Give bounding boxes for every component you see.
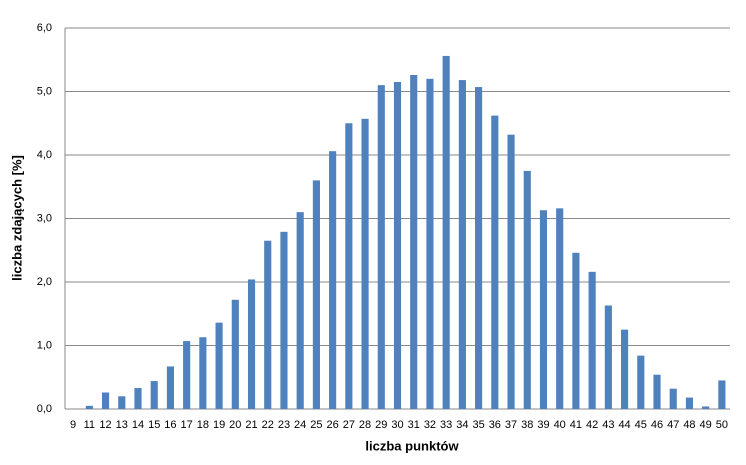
bar bbox=[329, 151, 337, 409]
x-tick-label: 37 bbox=[505, 419, 517, 431]
bar bbox=[247, 279, 256, 409]
bar bbox=[166, 366, 174, 409]
bar bbox=[604, 305, 612, 409]
bar bbox=[264, 240, 272, 409]
x-tick-label: 11 bbox=[84, 419, 95, 431]
bar bbox=[183, 341, 191, 409]
y-tick-label: 3,0 bbox=[37, 212, 52, 224]
bar bbox=[410, 74, 418, 410]
x-tick-label: 25 bbox=[310, 419, 322, 431]
bar bbox=[150, 381, 158, 409]
x-tick-label: 47 bbox=[667, 419, 679, 431]
x-tick-label: 24 bbox=[294, 419, 306, 431]
x-tick-label: 17 bbox=[181, 419, 193, 431]
x-tick-label: 43 bbox=[602, 419, 614, 431]
bar bbox=[685, 397, 694, 409]
x-tick-label: 27 bbox=[343, 419, 355, 431]
bar bbox=[523, 170, 531, 409]
x-tick-label: 41 bbox=[570, 419, 582, 431]
bar bbox=[653, 374, 661, 409]
y-tick-label: 1,0 bbox=[37, 339, 52, 351]
bar bbox=[361, 118, 369, 410]
bar bbox=[118, 396, 126, 409]
bar bbox=[426, 78, 434, 410]
x-tick-label: 16 bbox=[164, 419, 176, 431]
bar bbox=[101, 392, 110, 409]
bar bbox=[312, 180, 320, 409]
x-tick-label: 50 bbox=[716, 419, 728, 431]
bar bbox=[85, 405, 93, 409]
x-tick-label: 44 bbox=[618, 419, 630, 431]
x-tick-label: 23 bbox=[278, 419, 290, 431]
x-tick-label: 21 bbox=[245, 419, 257, 431]
bar bbox=[556, 208, 564, 409]
bar bbox=[621, 329, 629, 409]
x-tick-label: 48 bbox=[683, 419, 695, 431]
y-tick-label: 5,0 bbox=[37, 85, 52, 97]
x-tick-label: 40 bbox=[554, 419, 566, 431]
x-tick-label: 14 bbox=[132, 419, 144, 431]
x-tick-label: 22 bbox=[262, 419, 274, 431]
bar bbox=[507, 134, 515, 409]
y-tick-label: 2,0 bbox=[37, 276, 52, 288]
x-tick-label: 38 bbox=[521, 419, 533, 431]
x-tick-label: 33 bbox=[440, 419, 452, 431]
x-tick-label: 26 bbox=[326, 419, 338, 431]
y-axis-title: liczba zdających [%] bbox=[9, 155, 24, 281]
bar bbox=[231, 299, 239, 409]
x-tick-label: 45 bbox=[635, 419, 647, 431]
x-tick-label: 49 bbox=[700, 419, 712, 431]
x-tick-label: 18 bbox=[197, 419, 209, 431]
x-tick-label: 19 bbox=[213, 419, 225, 431]
x-tick-label: 39 bbox=[537, 419, 549, 431]
bar bbox=[458, 80, 466, 409]
x-tick-label: 34 bbox=[456, 419, 468, 431]
x-tick-label: 13 bbox=[116, 419, 128, 431]
bar bbox=[572, 252, 580, 409]
bar bbox=[134, 388, 142, 409]
bar bbox=[491, 115, 499, 409]
x-tick-label: 15 bbox=[148, 419, 160, 431]
bar bbox=[718, 380, 726, 409]
x-tick-label: 35 bbox=[472, 419, 484, 431]
bar bbox=[475, 87, 483, 410]
bar bbox=[199, 337, 207, 409]
y-tick-label: 6,0 bbox=[37, 22, 52, 34]
x-tick-label: 29 bbox=[375, 419, 387, 431]
x-tick-label: 30 bbox=[391, 419, 403, 431]
x-tick-label: 20 bbox=[229, 419, 241, 431]
bar bbox=[280, 231, 288, 409]
x-axis-title: liczba punktów bbox=[365, 438, 459, 453]
x-tick-label: 36 bbox=[489, 419, 501, 431]
bar bbox=[539, 210, 548, 409]
x-tick-label: 9 bbox=[70, 419, 76, 431]
bar bbox=[669, 388, 677, 409]
y-tick-label: 0,0 bbox=[37, 403, 52, 415]
bar bbox=[377, 85, 385, 410]
bar bbox=[442, 55, 450, 409]
bar bbox=[702, 406, 710, 409]
x-tick-label: 46 bbox=[651, 419, 663, 431]
bar bbox=[588, 271, 596, 409]
x-tick-label: 32 bbox=[424, 419, 436, 431]
x-tick-label: 12 bbox=[99, 419, 111, 431]
bar bbox=[637, 355, 645, 409]
bar bbox=[393, 81, 402, 409]
y-tick-label: 4,0 bbox=[37, 149, 52, 161]
bar bbox=[345, 123, 353, 409]
x-tick-label: 42 bbox=[586, 419, 598, 431]
x-tick-label: 28 bbox=[359, 419, 371, 431]
bar bbox=[215, 322, 223, 409]
x-tick-label: 31 bbox=[408, 419, 420, 431]
bar bbox=[296, 212, 304, 409]
